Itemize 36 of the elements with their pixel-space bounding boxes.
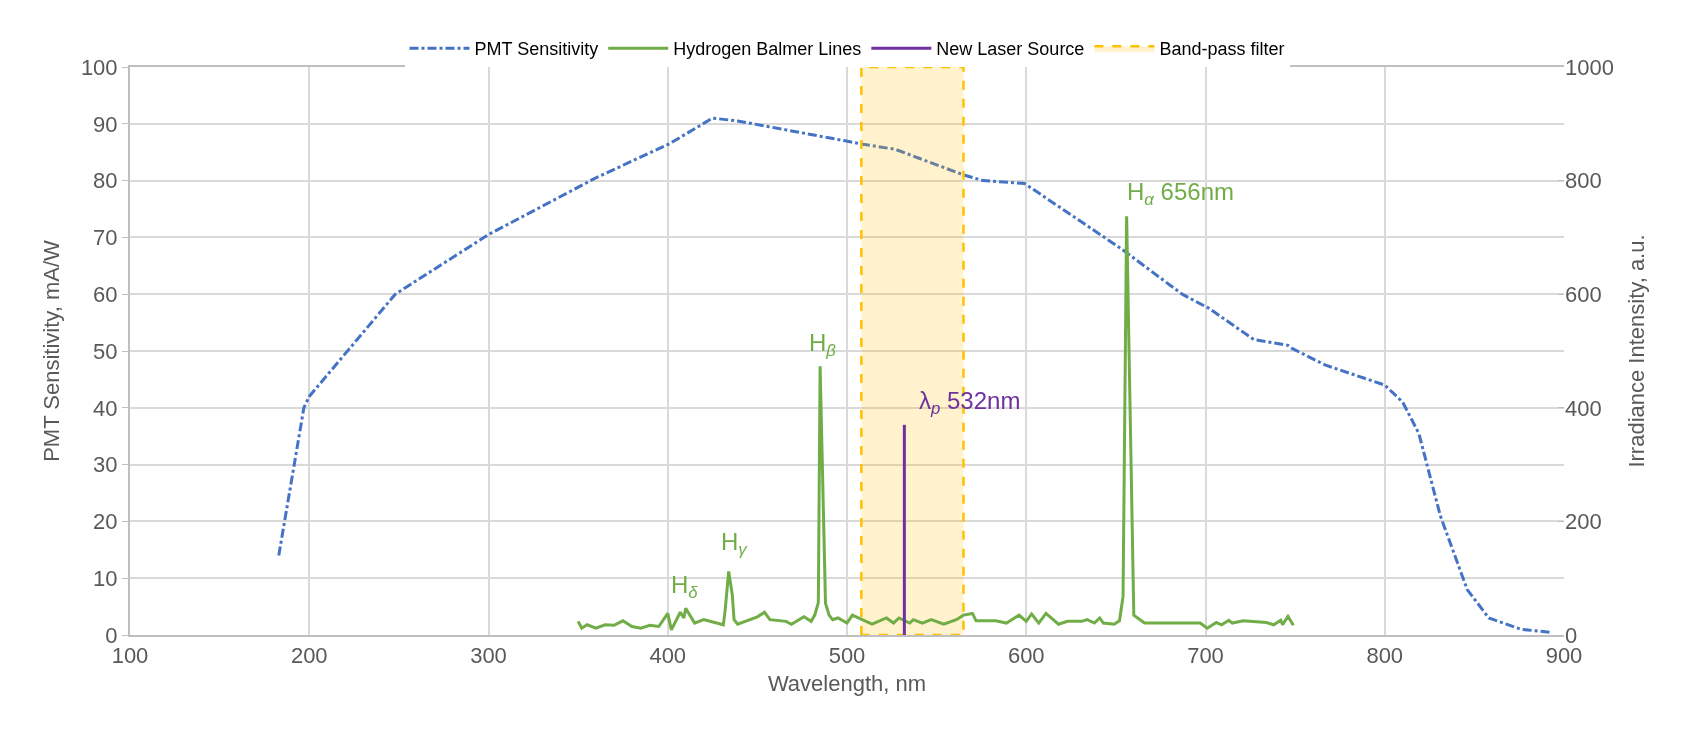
y2-tick-label: 800 (1565, 168, 1602, 194)
x-tick-label: 600 (1007, 643, 1045, 669)
annotation: H$_{γ}$ (721, 528, 749, 560)
x-tick-label: 700 (1187, 643, 1224, 669)
y-tick-label: 90 (93, 111, 118, 137)
y-tick-label: 80 (93, 168, 118, 194)
y-tick-label: 20 (93, 509, 118, 535)
annotation: H$_{α}$ 656nm (1127, 178, 1234, 210)
y2-tick-label: 1000 (1565, 54, 1614, 80)
y2-axis-title: Irradiance Intensity, a.u. (1623, 234, 1649, 468)
y-tick-label: 40 (93, 395, 118, 421)
legend-label: Band-pass filter (1159, 39, 1285, 60)
x-tick-label: 200 (290, 643, 328, 669)
x-tick-label: 800 (1366, 643, 1404, 669)
y2-tick-label: 200 (1565, 509, 1602, 535)
x-tick-label: 500 (828, 643, 866, 669)
y-tick-label: 60 (93, 281, 118, 307)
y-tick-label: 70 (93, 225, 118, 251)
annotation: λ$_{p}$ 532nm (919, 387, 1021, 419)
x-axis-title: Wavelength, nm (767, 670, 927, 696)
legend-label: PMT Sensitivity (474, 39, 599, 60)
y-tick-label: 50 (93, 338, 118, 364)
y2-tick-label: 400 (1565, 395, 1602, 421)
line-series (277, 116, 1552, 634)
y-axis-title: PMT Sensitivity, mA/W (39, 239, 65, 462)
line-series (576, 214, 1295, 632)
legend-label: New Laser Source (936, 39, 1085, 60)
legend-label: Hydrogen Balmer Lines (673, 39, 862, 60)
y-tick-label: 100 (80, 54, 118, 80)
annotation: H$_{β}$ (809, 329, 837, 361)
y-tick-label: 10 (93, 565, 118, 591)
annotation: H$_{δ}$ (671, 571, 699, 603)
y-tick-label: 30 (93, 452, 118, 478)
x-tick-label: 300 (470, 643, 507, 669)
x-tick-label: 400 (649, 643, 687, 669)
y2-tick-label: 600 (1565, 281, 1602, 307)
